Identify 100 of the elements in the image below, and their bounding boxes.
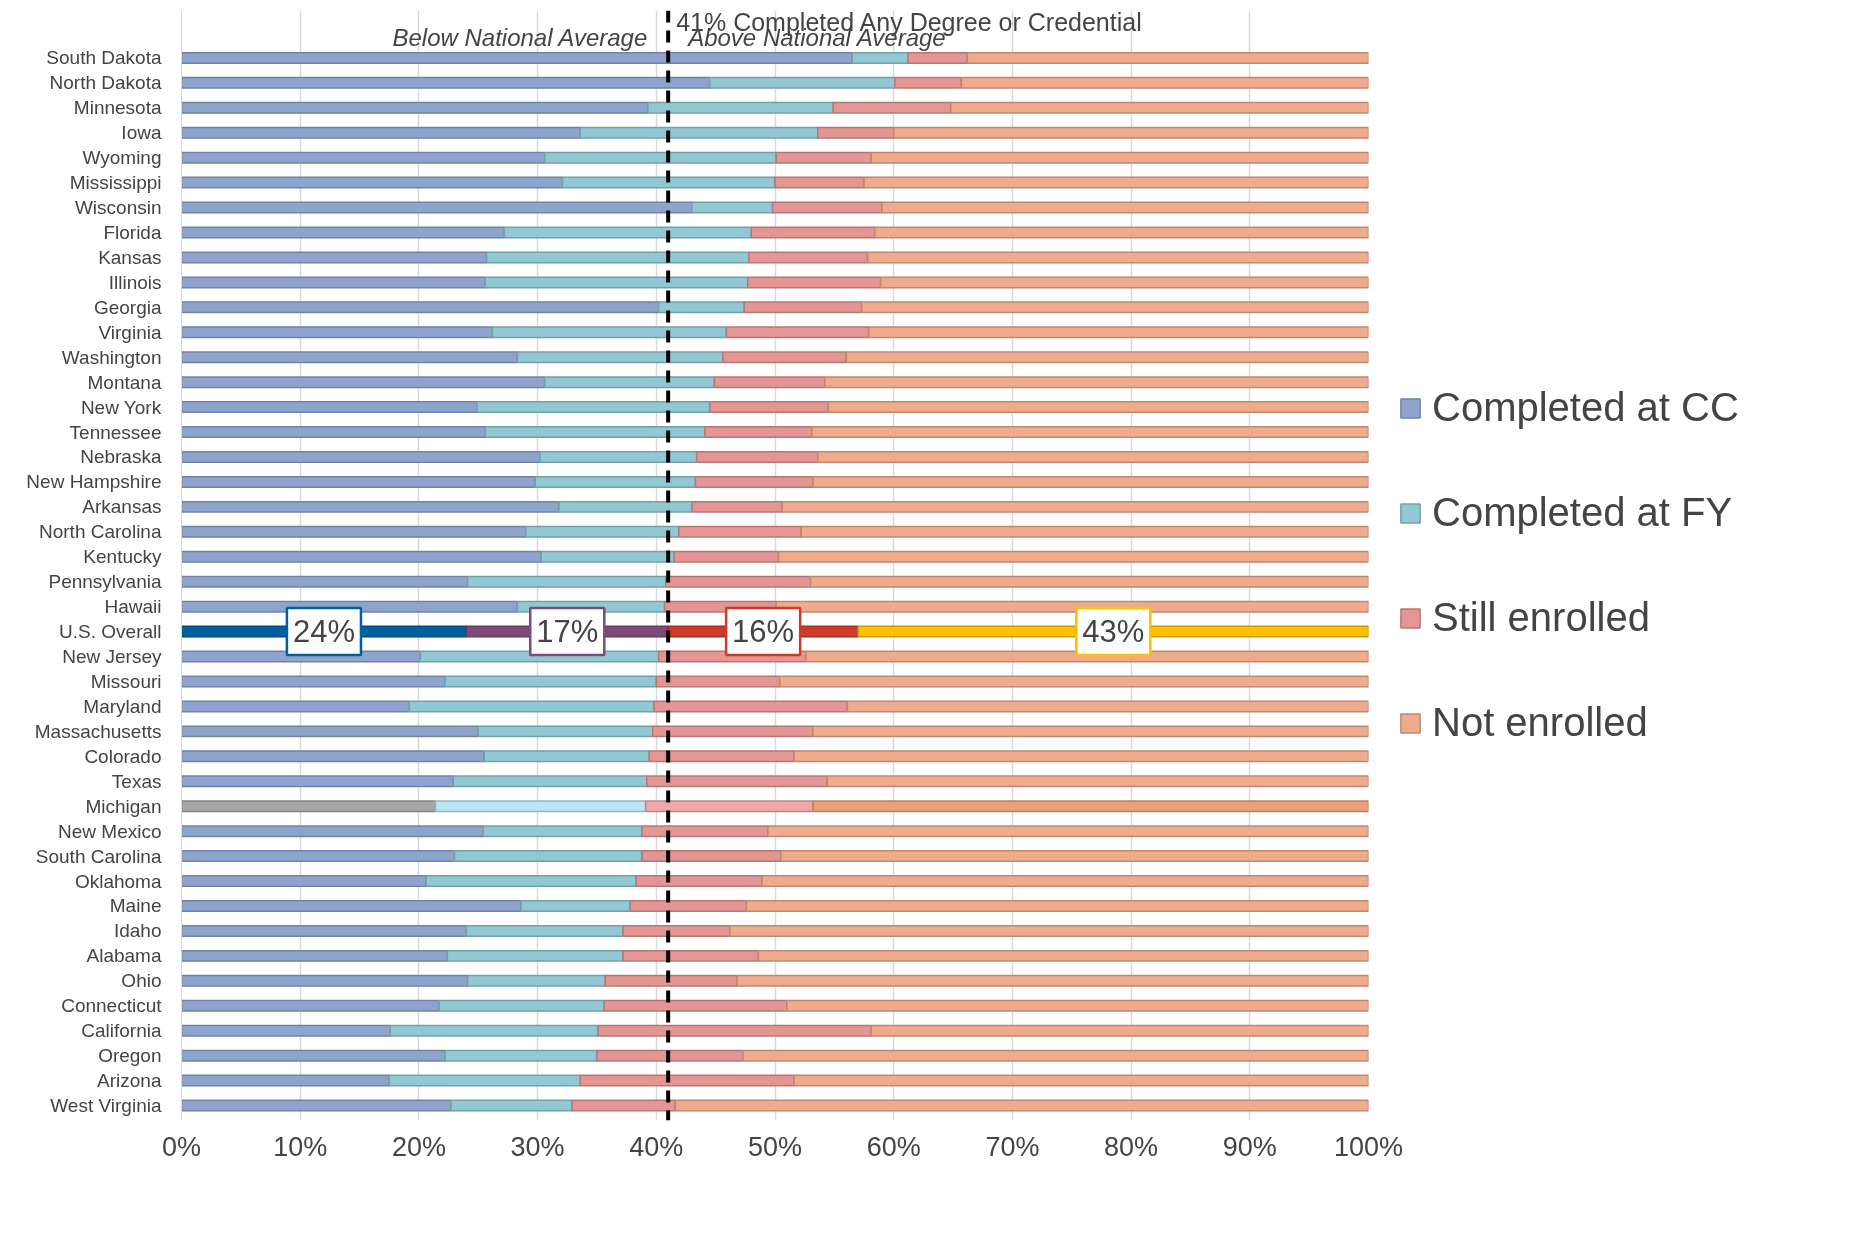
bar (450, 1099, 573, 1112)
bar (646, 775, 828, 788)
bar (775, 151, 872, 164)
annotation: Below National Average (392, 23, 648, 51)
bar (780, 850, 1369, 863)
bar (816, 451, 1369, 463)
bar (534, 475, 697, 488)
bar (793, 1074, 1369, 1087)
bar (539, 451, 698, 463)
bar (438, 999, 605, 1012)
bar (811, 426, 1369, 439)
bar (181, 301, 660, 314)
bar (181, 1074, 390, 1087)
bar (181, 500, 560, 513)
bar (388, 1074, 582, 1087)
x-tick-label: 30% (510, 1131, 565, 1162)
y-tick-label: Maryland (83, 695, 162, 717)
y-tick-label: Iowa (121, 122, 162, 144)
y-tick-label: Florida (103, 222, 162, 243)
bar (761, 875, 1369, 888)
bar (805, 650, 1369, 663)
x-tick-label: 80% (1104, 1131, 1159, 1162)
bar (809, 575, 1369, 588)
bar (181, 51, 853, 64)
bar (868, 326, 1369, 339)
bar (444, 675, 658, 688)
bar (466, 575, 667, 588)
bar (678, 525, 802, 538)
bar (824, 376, 1369, 389)
y-tick-label: South Dakota (46, 47, 162, 69)
y-tick-label: Pennsylvania (48, 571, 162, 593)
y-tick-label: Hawaii (104, 596, 162, 618)
bar (181, 326, 494, 339)
legend-label: Not enrolled (1432, 700, 1648, 745)
y-tick-label: Wyoming (82, 147, 162, 169)
bar (832, 101, 952, 114)
y-tick-label: Georgia (93, 296, 162, 318)
bar (181, 1049, 446, 1062)
y-tick-label: Missouri (90, 670, 162, 692)
bar (181, 176, 564, 189)
bar (181, 750, 485, 763)
bar (622, 924, 731, 937)
x-tick-label: 90% (1222, 1131, 1277, 1162)
bar (181, 525, 527, 538)
data-label: 43% (1082, 614, 1145, 650)
y-tick-label: Montana (87, 371, 162, 393)
bar (181, 775, 455, 788)
bar (641, 825, 769, 838)
bar (781, 500, 1369, 513)
y-tick-label: New Hampshire (26, 471, 162, 493)
bar (425, 875, 637, 888)
bar (826, 775, 1369, 788)
y-tick-label: New York (80, 396, 162, 418)
bar (181, 949, 449, 962)
bar (812, 800, 1369, 813)
bar (181, 126, 582, 139)
x-tick-label: 70% (985, 1131, 1040, 1162)
bar (181, 251, 488, 264)
bar (704, 426, 813, 439)
bar (181, 276, 487, 289)
bar (181, 974, 469, 987)
bar (485, 251, 750, 264)
bar (181, 401, 478, 414)
y-tick-label: West Virginia (50, 1095, 162, 1117)
y-tick-label: Michigan (85, 795, 162, 817)
bar (827, 401, 1369, 414)
bar (746, 276, 882, 289)
bar (181, 76, 711, 89)
bar (476, 401, 711, 414)
bar (873, 226, 1369, 239)
bar (181, 675, 446, 688)
bar (725, 326, 870, 339)
y-tick-label: Nebraska (80, 446, 162, 468)
x-tick-label: 50% (747, 1131, 803, 1162)
bar (708, 76, 896, 89)
bar (181, 475, 536, 488)
bar (482, 825, 643, 838)
bar (181, 550, 542, 563)
bar (713, 376, 826, 389)
y-tick-label: Massachusetts (34, 720, 162, 742)
x-tick-label: 10% (273, 1131, 328, 1162)
bar (181, 151, 546, 164)
x-tick-label: 100% (1333, 1131, 1404, 1162)
bar (597, 1024, 872, 1037)
bar (800, 525, 1369, 538)
y-tick-label: Washington (61, 346, 162, 368)
bar (491, 326, 728, 339)
bar (181, 825, 484, 838)
bar (520, 899, 631, 912)
x-tick-label: 20% (391, 1131, 446, 1162)
bar (665, 575, 812, 588)
bar (579, 126, 819, 139)
bar (181, 201, 693, 214)
bar (181, 101, 649, 114)
y-tick-label: New Jersey (62, 646, 162, 668)
bar (691, 201, 774, 214)
bar (775, 600, 1369, 613)
y-tick-label: Maine (109, 895, 162, 917)
bar (793, 750, 1369, 763)
bar (771, 201, 883, 214)
